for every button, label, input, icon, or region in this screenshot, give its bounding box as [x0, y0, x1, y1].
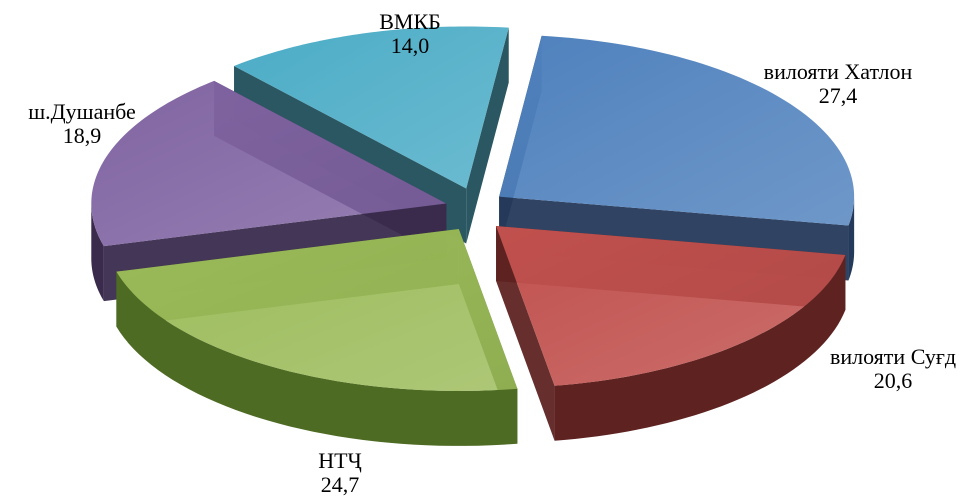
- slice-value-vmkb: 14,0: [390, 33, 430, 58]
- pie-slice-rim-khatlon: [848, 196, 855, 281]
- slice-name-ntch: НТҶ: [318, 448, 362, 473]
- slice-label-ntch: НТҶ 24,7: [318, 449, 362, 497]
- pie-slice-top-sughd: [496, 226, 846, 386]
- slice-name-dushanbe: ш.Душанбе: [28, 99, 136, 124]
- pie-slice-cut-vmkb-1: [466, 27, 509, 244]
- slice-label-vmkb: ВМКБ 14,0: [379, 10, 441, 58]
- slice-value-sughd: 20,6: [873, 368, 913, 393]
- pie-slice-rim-dushanbe: [91, 203, 104, 302]
- slice-value-khatlon: 27,4: [818, 83, 858, 108]
- pie-slice-top-khatlon: [499, 35, 855, 226]
- pie-slice-sughd: [496, 226, 846, 441]
- slice-name-khatlon: вилояти Хатлон: [763, 59, 913, 84]
- slice-name-sughd: вилояти Суғд: [829, 344, 957, 369]
- slice-label-khatlon: вилояти Хатлон 27,4: [764, 60, 913, 108]
- pie-slice-ntch: [116, 228, 518, 446]
- slice-name-vmkb: ВМКБ: [379, 9, 441, 34]
- pie-slice-top-ntch: [116, 228, 518, 391]
- pie-slice-top-vmkb: [234, 26, 509, 189]
- slice-label-dushanbe: ш.Душанбе 18,9: [28, 100, 136, 148]
- pie-slice-rim-sughd: [554, 254, 846, 441]
- slice-label-sughd: вилояти Суғд 20,6: [830, 345, 956, 393]
- pie-slice-top-dushanbe: [91, 80, 447, 247]
- pie-slice-rim-ntch: [116, 271, 518, 446]
- slice-value-dushanbe: 18,9: [62, 123, 102, 148]
- slice-value-ntch: 24,7: [320, 472, 360, 497]
